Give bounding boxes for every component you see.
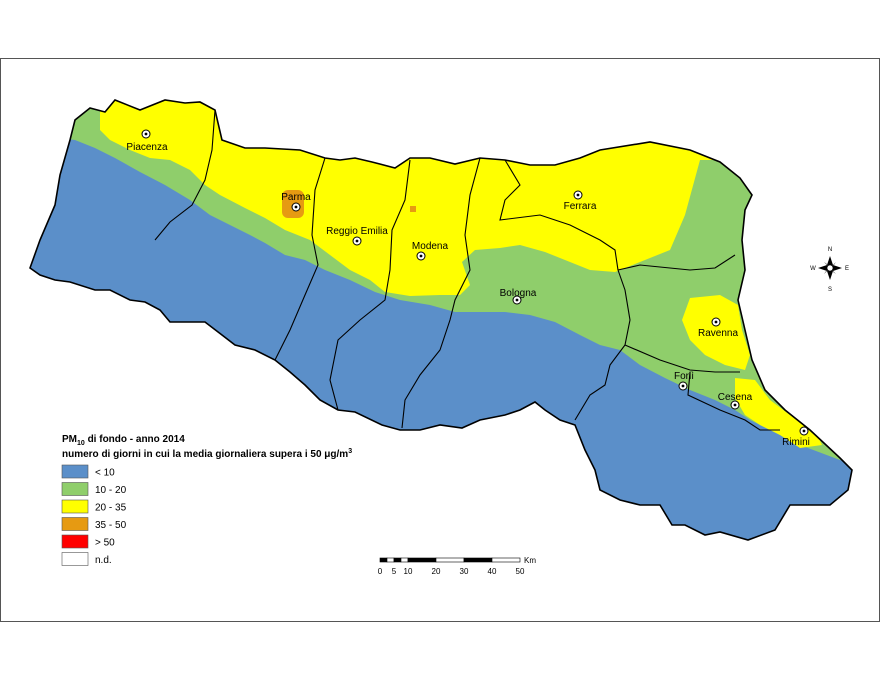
legend-label: 10 - 20 <box>95 485 127 496</box>
compass-rose: N S E W <box>810 247 849 293</box>
zone-yellow-ravenna <box>682 295 750 370</box>
city-label: Ravenna <box>698 328 738 339</box>
scale-tick-label: 0 <box>378 567 383 576</box>
scale-tick-label: 50 <box>516 567 525 576</box>
scale-tick-label: 20 <box>432 567 441 576</box>
scale-segment <box>435 557 465 563</box>
legend-label: n.d. <box>95 555 112 566</box>
scale-tick-label: 30 <box>460 567 469 576</box>
scale-segment <box>407 557 437 563</box>
scale-tick-label: 5 <box>392 567 397 576</box>
scale-segment <box>491 557 521 563</box>
scale-tick-label: 10 <box>404 567 413 576</box>
city-parma: Parma <box>281 192 311 212</box>
zone-orange-modena <box>410 206 416 212</box>
city-label: Rimini <box>782 437 810 448</box>
compass-center-icon <box>826 264 834 272</box>
city-marker-dot-icon <box>355 239 359 243</box>
legend-swatch <box>61 552 89 566</box>
city-label: Piacenza <box>126 142 168 153</box>
legend-items: < 10 10 - 20 20 - 35 35 - 50 > 50 n.d. <box>61 464 127 566</box>
legend-item: 10 - 20 <box>61 482 127 496</box>
scale-tick-label: 40 <box>488 567 497 576</box>
city-modena: Modena <box>412 241 449 261</box>
scale-segment <box>386 557 395 563</box>
city-markers: Piacenza Parma Reggio Emilia Modena Ferrara B… <box>126 129 810 448</box>
city-bologna: Bologna <box>500 288 537 305</box>
scale-segment <box>400 557 409 563</box>
legend-swatch <box>61 534 89 549</box>
scale-segment <box>463 557 493 563</box>
legend: PM10 di fondo - anno 2014 numero di gior… <box>61 434 352 566</box>
legend-item: 35 - 50 <box>61 517 127 531</box>
scale-bar: 0 5 10 20 30 40 50 Km <box>378 556 537 576</box>
legend-label: 35 - 50 <box>95 520 127 531</box>
scale-segment <box>379 557 388 563</box>
scale-segment <box>393 557 402 563</box>
compass-n: N <box>828 247 832 253</box>
city-label: Ferrara <box>564 201 597 212</box>
city-reggio-emilia: Reggio Emilia <box>326 226 388 246</box>
city-label: Reggio Emilia <box>326 226 388 237</box>
city-label: Cesena <box>718 392 753 403</box>
city-label: Parma <box>281 192 311 203</box>
legend-label: < 10 <box>95 468 115 479</box>
compass-e: E <box>845 266 849 272</box>
city-label: Forlì <box>674 371 694 382</box>
legend-item: 20 - 35 <box>61 499 127 514</box>
scale-unit-label: Km <box>524 556 536 565</box>
compass-w: W <box>810 266 816 272</box>
legend-swatch <box>61 464 89 479</box>
city-ravenna: Ravenna <box>698 317 738 339</box>
legend-swatch <box>61 517 89 531</box>
city-label: Bologna <box>500 288 537 299</box>
city-marker-dot-icon <box>515 298 519 302</box>
city-cesena: Cesena <box>718 392 753 410</box>
legend-label: > 50 <box>95 538 115 549</box>
city-marker-dot-icon <box>733 403 737 407</box>
legend-swatch <box>61 482 89 496</box>
city-marker-dot-icon <box>144 132 148 136</box>
city-marker-dot-icon <box>419 254 423 258</box>
city-label: Modena <box>412 241 449 252</box>
legend-item: < 10 <box>61 464 115 479</box>
compass-s: S <box>828 287 832 293</box>
legend-swatch <box>61 499 89 514</box>
city-marker-dot-icon <box>714 320 718 324</box>
city-marker-dot-icon <box>681 384 685 388</box>
map-frame <box>0 58 880 622</box>
city-marker-dot-icon <box>576 193 580 197</box>
legend-item: n.d. <box>61 552 112 566</box>
legend-item: > 50 <box>61 534 115 549</box>
city-forl-: Forlì <box>674 371 694 391</box>
city-rimini: Rimini <box>782 426 810 448</box>
city-marker-dot-icon <box>802 429 806 433</box>
legend-subtitle: numero di giorni in cui la media giornal… <box>62 448 352 460</box>
province-boundaries <box>154 109 780 431</box>
legend-title: PM10 di fondo - anno 2014 <box>62 434 185 447</box>
city-marker-dot-icon <box>294 205 298 209</box>
legend-label: 20 - 35 <box>95 503 127 514</box>
city-ferrara: Ferrara <box>564 190 597 212</box>
city-piacenza: Piacenza <box>126 129 168 153</box>
